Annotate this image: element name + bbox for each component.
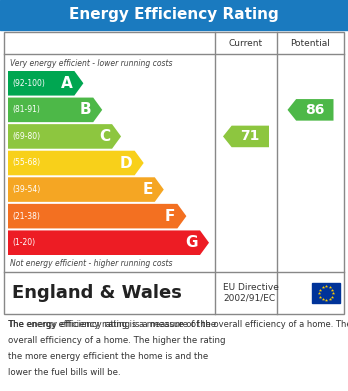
Text: F: F — [165, 209, 175, 224]
Text: A: A — [61, 76, 72, 91]
Text: E: E — [142, 182, 153, 197]
Polygon shape — [8, 177, 164, 202]
Polygon shape — [223, 126, 269, 147]
Text: 2002/91/EC: 2002/91/EC — [223, 294, 275, 303]
Text: lower the fuel bills will be.: lower the fuel bills will be. — [8, 368, 121, 377]
Text: EU Directive: EU Directive — [223, 283, 279, 292]
Text: (21-38): (21-38) — [12, 212, 40, 221]
Text: Energy Efficiency Rating: Energy Efficiency Rating — [69, 7, 279, 23]
Text: The energy efficiency rating is a measure of the overall efficiency of a home. T: The energy efficiency rating is a measur… — [8, 320, 348, 329]
Text: 71: 71 — [240, 129, 260, 143]
Text: Very energy efficient - lower running costs: Very energy efficient - lower running co… — [10, 59, 173, 68]
Text: (69-80): (69-80) — [12, 132, 40, 141]
Text: (81-91): (81-91) — [12, 105, 40, 114]
Text: C: C — [99, 129, 110, 144]
Text: (55-68): (55-68) — [12, 158, 40, 167]
Polygon shape — [8, 71, 84, 95]
Text: The energy efficiency rating is a measure of the: The energy efficiency rating is a measur… — [8, 320, 216, 329]
Text: Not energy efficient - higher running costs: Not energy efficient - higher running co… — [10, 258, 173, 267]
Text: B: B — [80, 102, 91, 117]
Text: 86: 86 — [305, 103, 324, 117]
Text: England & Wales: England & Wales — [12, 284, 182, 302]
Polygon shape — [8, 204, 187, 228]
Text: (1-20): (1-20) — [12, 238, 35, 247]
Bar — [312, 283, 340, 303]
Text: (92-100): (92-100) — [12, 79, 45, 88]
Polygon shape — [8, 124, 121, 149]
Bar — [0, 0, 348, 30]
Text: Potential: Potential — [291, 38, 331, 47]
Text: Current: Current — [229, 38, 263, 47]
Bar — [4, 32, 344, 314]
Polygon shape — [8, 98, 102, 122]
Polygon shape — [287, 99, 333, 121]
Text: D: D — [120, 156, 133, 170]
Text: (39-54): (39-54) — [12, 185, 40, 194]
Text: G: G — [185, 235, 198, 250]
Polygon shape — [8, 230, 209, 255]
Text: overall efficiency of a home. The higher the rating: overall efficiency of a home. The higher… — [8, 336, 226, 345]
Polygon shape — [8, 151, 144, 175]
Text: the more energy efficient the home is and the: the more energy efficient the home is an… — [8, 352, 208, 361]
